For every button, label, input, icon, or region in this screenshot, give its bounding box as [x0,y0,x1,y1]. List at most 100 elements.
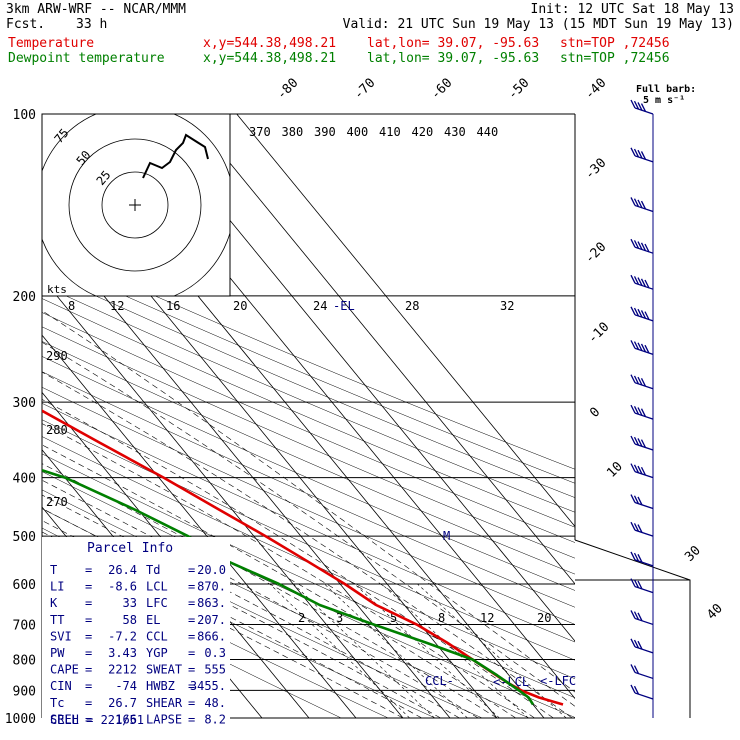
parcel-eq: = [188,613,195,627]
wind-barb-flag [630,494,636,503]
wind-barb [630,340,654,355]
parcel-key: LAPSE [146,712,182,726]
ccl-marker: CCL- [425,674,454,688]
parcel-key: SWEAT [146,663,182,677]
mixing-ratio-label: 24 [313,299,327,313]
dry-adiabat [42,312,575,543]
parcel-info-title: Parcel Info [87,541,173,556]
theta-label: 280 [46,423,68,437]
mixing-ratio-label: 12 [110,299,124,313]
temperature-xy: x,y=544.38,498.21 [203,36,337,51]
parcel-key: T [50,563,57,577]
dry-adiabat [42,356,575,591]
model-title: 3km ARW-WRF -- NCAR/MMM [6,2,187,17]
wind-barb [630,610,654,626]
parcel-eq: = [188,596,195,610]
wind-barb [630,463,654,479]
wind-barb-flag [633,523,640,532]
parcel-key: Tc [50,696,64,710]
pressure-label: 400 [13,472,36,487]
pressure-label: 100 [13,108,36,123]
parcel-eq: = [188,629,195,643]
parcel-value: 870. [197,580,226,594]
parcel-key: CAPE [50,663,79,677]
wind-barb [630,238,654,254]
parcel-eq: = [85,596,92,610]
wind-barb-flag [630,274,636,284]
theta-label: 430 [444,125,466,139]
wind-barb-flag [637,102,643,111]
wind-barb-flag [637,554,643,563]
theta-label: 270 [46,495,68,509]
isotherm-label: 40 [704,601,726,623]
dewpoint-xy: x,y=544.38,498.21 [203,51,337,66]
wind-barb-flag [633,375,640,385]
wind-barb [630,664,654,680]
wind-barb-flag [630,664,636,673]
parcel-key: YGP [146,646,168,660]
m-marker: M [443,529,450,543]
mixing-ratio-label: 8 [68,299,75,313]
wind-barb-flag [637,149,643,159]
parcel-eq: = [85,629,92,643]
parcel-key: HWBZ [146,679,175,693]
parcel-value: 20.0 [197,563,226,577]
wind-barb-flag [637,496,643,506]
barb-legend-value: 5 m s⁻¹ [643,95,685,106]
isotherm-label: 0 [587,405,603,421]
dewpoint-station: stn=TOP ,72456 [560,51,670,66]
frame-lower-right [574,539,691,718]
forecast-hour: 33 h [76,17,108,32]
wind-barb [630,374,654,390]
wind-barb-flag [640,310,647,319]
parcel-value: 555 [204,663,226,677]
wind-barb-flag [633,341,640,350]
moist-adiabat [42,444,516,718]
wind-barb [630,494,654,510]
mixing-ratio-label: 2 [298,611,305,625]
isotherm-line [189,114,575,585]
moist-adiabat [42,507,441,718]
wind-barb [630,578,654,594]
theta-label: 380 [282,125,304,139]
parcel-eq: = [85,679,92,693]
parcel-value: 48. [204,696,226,710]
mixing-ratio-label: 16 [166,299,180,313]
pressure-label: 600 [13,578,36,593]
parcel-value: 8.2 [204,712,226,726]
wind-barb-flag [637,277,643,286]
parcel-eq: = [85,696,92,710]
isotherm-label: -50 [505,76,532,103]
parcel-eq: = [188,679,195,693]
dry-adiabat [42,403,575,643]
parcel-eq: = [188,663,195,677]
parcel-value: -8.6 [108,580,137,594]
wind-barb-flag [637,407,643,416]
wind-barb-flag [640,151,647,160]
parcel-value: 866. [197,629,226,643]
wind-barb-flag [630,463,636,472]
isotherm-label: -10 [585,320,612,347]
moist-adiabat [42,341,575,707]
dewpoint-line [42,468,535,706]
wind-barb-flag [640,378,647,387]
wind-barb-flag [637,640,643,650]
parcel-eq: = [85,712,92,726]
wind-barb-flag [637,612,643,622]
isotherm-line [42,219,451,718]
wind-barb-flag [637,465,643,475]
hodograph-trace [142,133,209,179]
mixing-ratio-label: 5 [390,611,397,625]
wind-barb-flag [633,611,640,620]
isotherm-label: -60 [428,76,455,103]
wind-barb-flag [637,376,643,386]
wind-barb-flag [630,197,636,206]
dewpoint-latlon: lat,lon= 39.07, -95.63 [367,51,540,66]
parcel-key: LCL [146,580,168,594]
wind-barb-flag [633,579,640,589]
dry-adiabat [42,453,575,699]
wind-barb-flag [630,99,636,109]
wind-barb [630,197,654,213]
wind-barb-flag [640,439,647,448]
wind-barb-flag [637,580,643,590]
